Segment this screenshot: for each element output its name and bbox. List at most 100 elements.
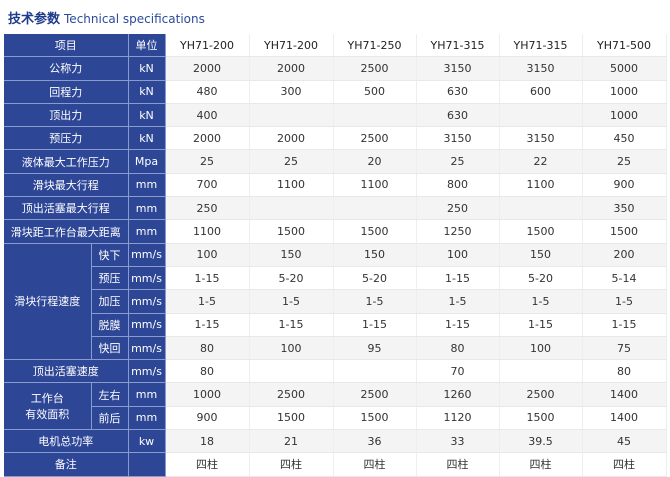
- value-cell: 25: [165, 149, 250, 174]
- value-cell: 1120: [416, 406, 500, 431]
- value-cell: 1-15: [333, 313, 417, 337]
- section-title: 技术参数 Technical specifications: [8, 8, 205, 28]
- value-cell: 1100: [333, 173, 417, 198]
- speed-row: 快回 mm/s 80 100 95 80 100 75: [4, 336, 667, 361]
- value-cell: 70: [416, 359, 500, 384]
- table-area-row: 工作台 有效面积 左右 mm 1000 2500 2500 1260 2500 1400: [4, 382, 667, 431]
- value-cell: 36: [333, 429, 417, 454]
- value-cell: 1000: [582, 80, 667, 104]
- header-model-cell: YH71-200: [249, 34, 334, 58]
- value-cell: 25: [249, 149, 334, 174]
- value-cell: 450: [582, 126, 667, 151]
- value-cell: 2500: [333, 56, 417, 81]
- speed-unit-cell: mm/s: [128, 266, 166, 291]
- value-cell: 四柱: [582, 452, 667, 477]
- row-unit-cell: mm: [128, 196, 166, 221]
- value-cell: 350: [582, 196, 667, 221]
- value-cell: 80: [165, 336, 250, 361]
- value-cell: 1500: [499, 219, 583, 244]
- value-cell: 1100: [499, 173, 583, 198]
- value-cell: 300: [249, 80, 334, 104]
- value-cell: 25: [582, 149, 667, 174]
- value-cell: 20: [333, 149, 417, 174]
- spec-row: 液体最大工作压力 Mpa 25 25 20 25 22 25: [4, 149, 667, 174]
- value-cell: 四柱: [165, 452, 250, 477]
- value-cell: 1-5: [416, 289, 500, 314]
- header-item-cell: 项目: [4, 34, 129, 58]
- header-model-cell: YH71-200: [165, 34, 250, 58]
- table-area-sub-label-cell: 前后: [91, 406, 129, 431]
- value-cell: [333, 359, 417, 384]
- value-cell: [499, 103, 583, 128]
- value-cell: 250: [165, 196, 250, 221]
- value-cell: 1400: [582, 382, 667, 407]
- value-cell: 1000: [165, 382, 250, 407]
- header-unit-cell: 单位: [128, 34, 166, 58]
- header-model-cell: YH71-250: [333, 34, 417, 58]
- row-unit-cell: kN: [128, 56, 166, 81]
- speed-sub-label-cell: 快下: [91, 243, 129, 267]
- value-cell: 900: [165, 406, 250, 431]
- value-cell: 1500: [333, 406, 417, 431]
- value-cell: 75: [582, 336, 667, 361]
- header-model-cell: YH71-500: [582, 34, 667, 58]
- row-label-cell: 顶出活塞最大行程: [4, 196, 129, 221]
- value-cell: 1100: [165, 219, 250, 244]
- value-cell: 18: [165, 429, 250, 454]
- value-cell: 80: [416, 336, 500, 361]
- value-cell: 25: [416, 149, 500, 174]
- value-cell: [499, 196, 583, 221]
- value-cell: 1-15: [165, 313, 250, 337]
- value-cell: 1400: [582, 406, 667, 431]
- spec-row: 顶出活塞最大行程 mm 250 250 350: [4, 196, 667, 221]
- row-label-cell: 公称力: [4, 56, 129, 81]
- value-cell: 3150: [499, 126, 583, 151]
- value-cell: 1-5: [333, 289, 417, 314]
- value-cell: 1-15: [165, 266, 250, 291]
- remark-row: 备注 四柱 四柱 四柱 四柱 四柱 四柱: [4, 452, 667, 477]
- table-area-sub-label-cell: 左右: [91, 382, 129, 407]
- spec-row: 公称力 kN 2000 2000 2500 3150 3150 5000: [4, 56, 667, 81]
- table-area-unit-cell: mm: [128, 406, 166, 431]
- value-cell: 700: [165, 173, 250, 198]
- value-cell: 500: [333, 80, 417, 104]
- value-cell: 1-5: [582, 289, 667, 314]
- value-cell: 1500: [249, 219, 334, 244]
- power-row: 电机总功率 kw 18 21 36 33 39.5 45: [4, 429, 667, 454]
- value-cell: 250: [416, 196, 500, 221]
- spec-row: 顶出力 kN 400 630 1000: [4, 103, 667, 128]
- value-cell: 1260: [416, 382, 500, 407]
- value-cell: 600: [499, 80, 583, 104]
- row-label-cell: 备注: [4, 452, 129, 477]
- value-cell: 800: [416, 173, 500, 198]
- value-cell: 150: [499, 243, 583, 267]
- section-title-cn: 技术参数: [8, 12, 61, 27]
- row-unit-cell: kN: [128, 80, 166, 104]
- value-cell: 480: [165, 80, 250, 104]
- value-cell: 21: [249, 429, 334, 454]
- spec-row: 回程力 kN 480 300 500 630 600 1000: [4, 80, 667, 104]
- value-cell: 630: [416, 103, 500, 128]
- row-label-cell: 顶出活塞速度: [4, 359, 129, 384]
- value-cell: 1500: [499, 406, 583, 431]
- value-cell: 1500: [333, 219, 417, 244]
- value-cell: 1-15: [416, 266, 500, 291]
- section-title-en: Technical specifications: [64, 12, 205, 26]
- table-area-label-line2: 有效面积: [25, 408, 70, 422]
- spec-row: 滑块最大行程 mm 700 1100 1100 800 1100 900: [4, 173, 667, 198]
- value-cell: 四柱: [499, 452, 583, 477]
- value-cell: 150: [333, 243, 417, 267]
- value-cell: 2000: [249, 56, 334, 81]
- value-cell: 1-5: [499, 289, 583, 314]
- spec-row: 预压力 kN 2000 2000 2500 3150 3150 450: [4, 126, 667, 151]
- value-cell: 5000: [582, 56, 667, 81]
- eject-speed-row: 顶出活塞速度 mm/s 80 70 80: [4, 359, 667, 384]
- value-cell: 2500: [499, 382, 583, 407]
- value-cell: 45: [582, 429, 667, 454]
- value-cell: [499, 359, 583, 384]
- value-cell: 39.5: [499, 429, 583, 454]
- value-cell: 2500: [333, 382, 417, 407]
- value-cell: [249, 359, 334, 384]
- value-cell: 100: [165, 243, 250, 267]
- value-cell: [249, 196, 334, 221]
